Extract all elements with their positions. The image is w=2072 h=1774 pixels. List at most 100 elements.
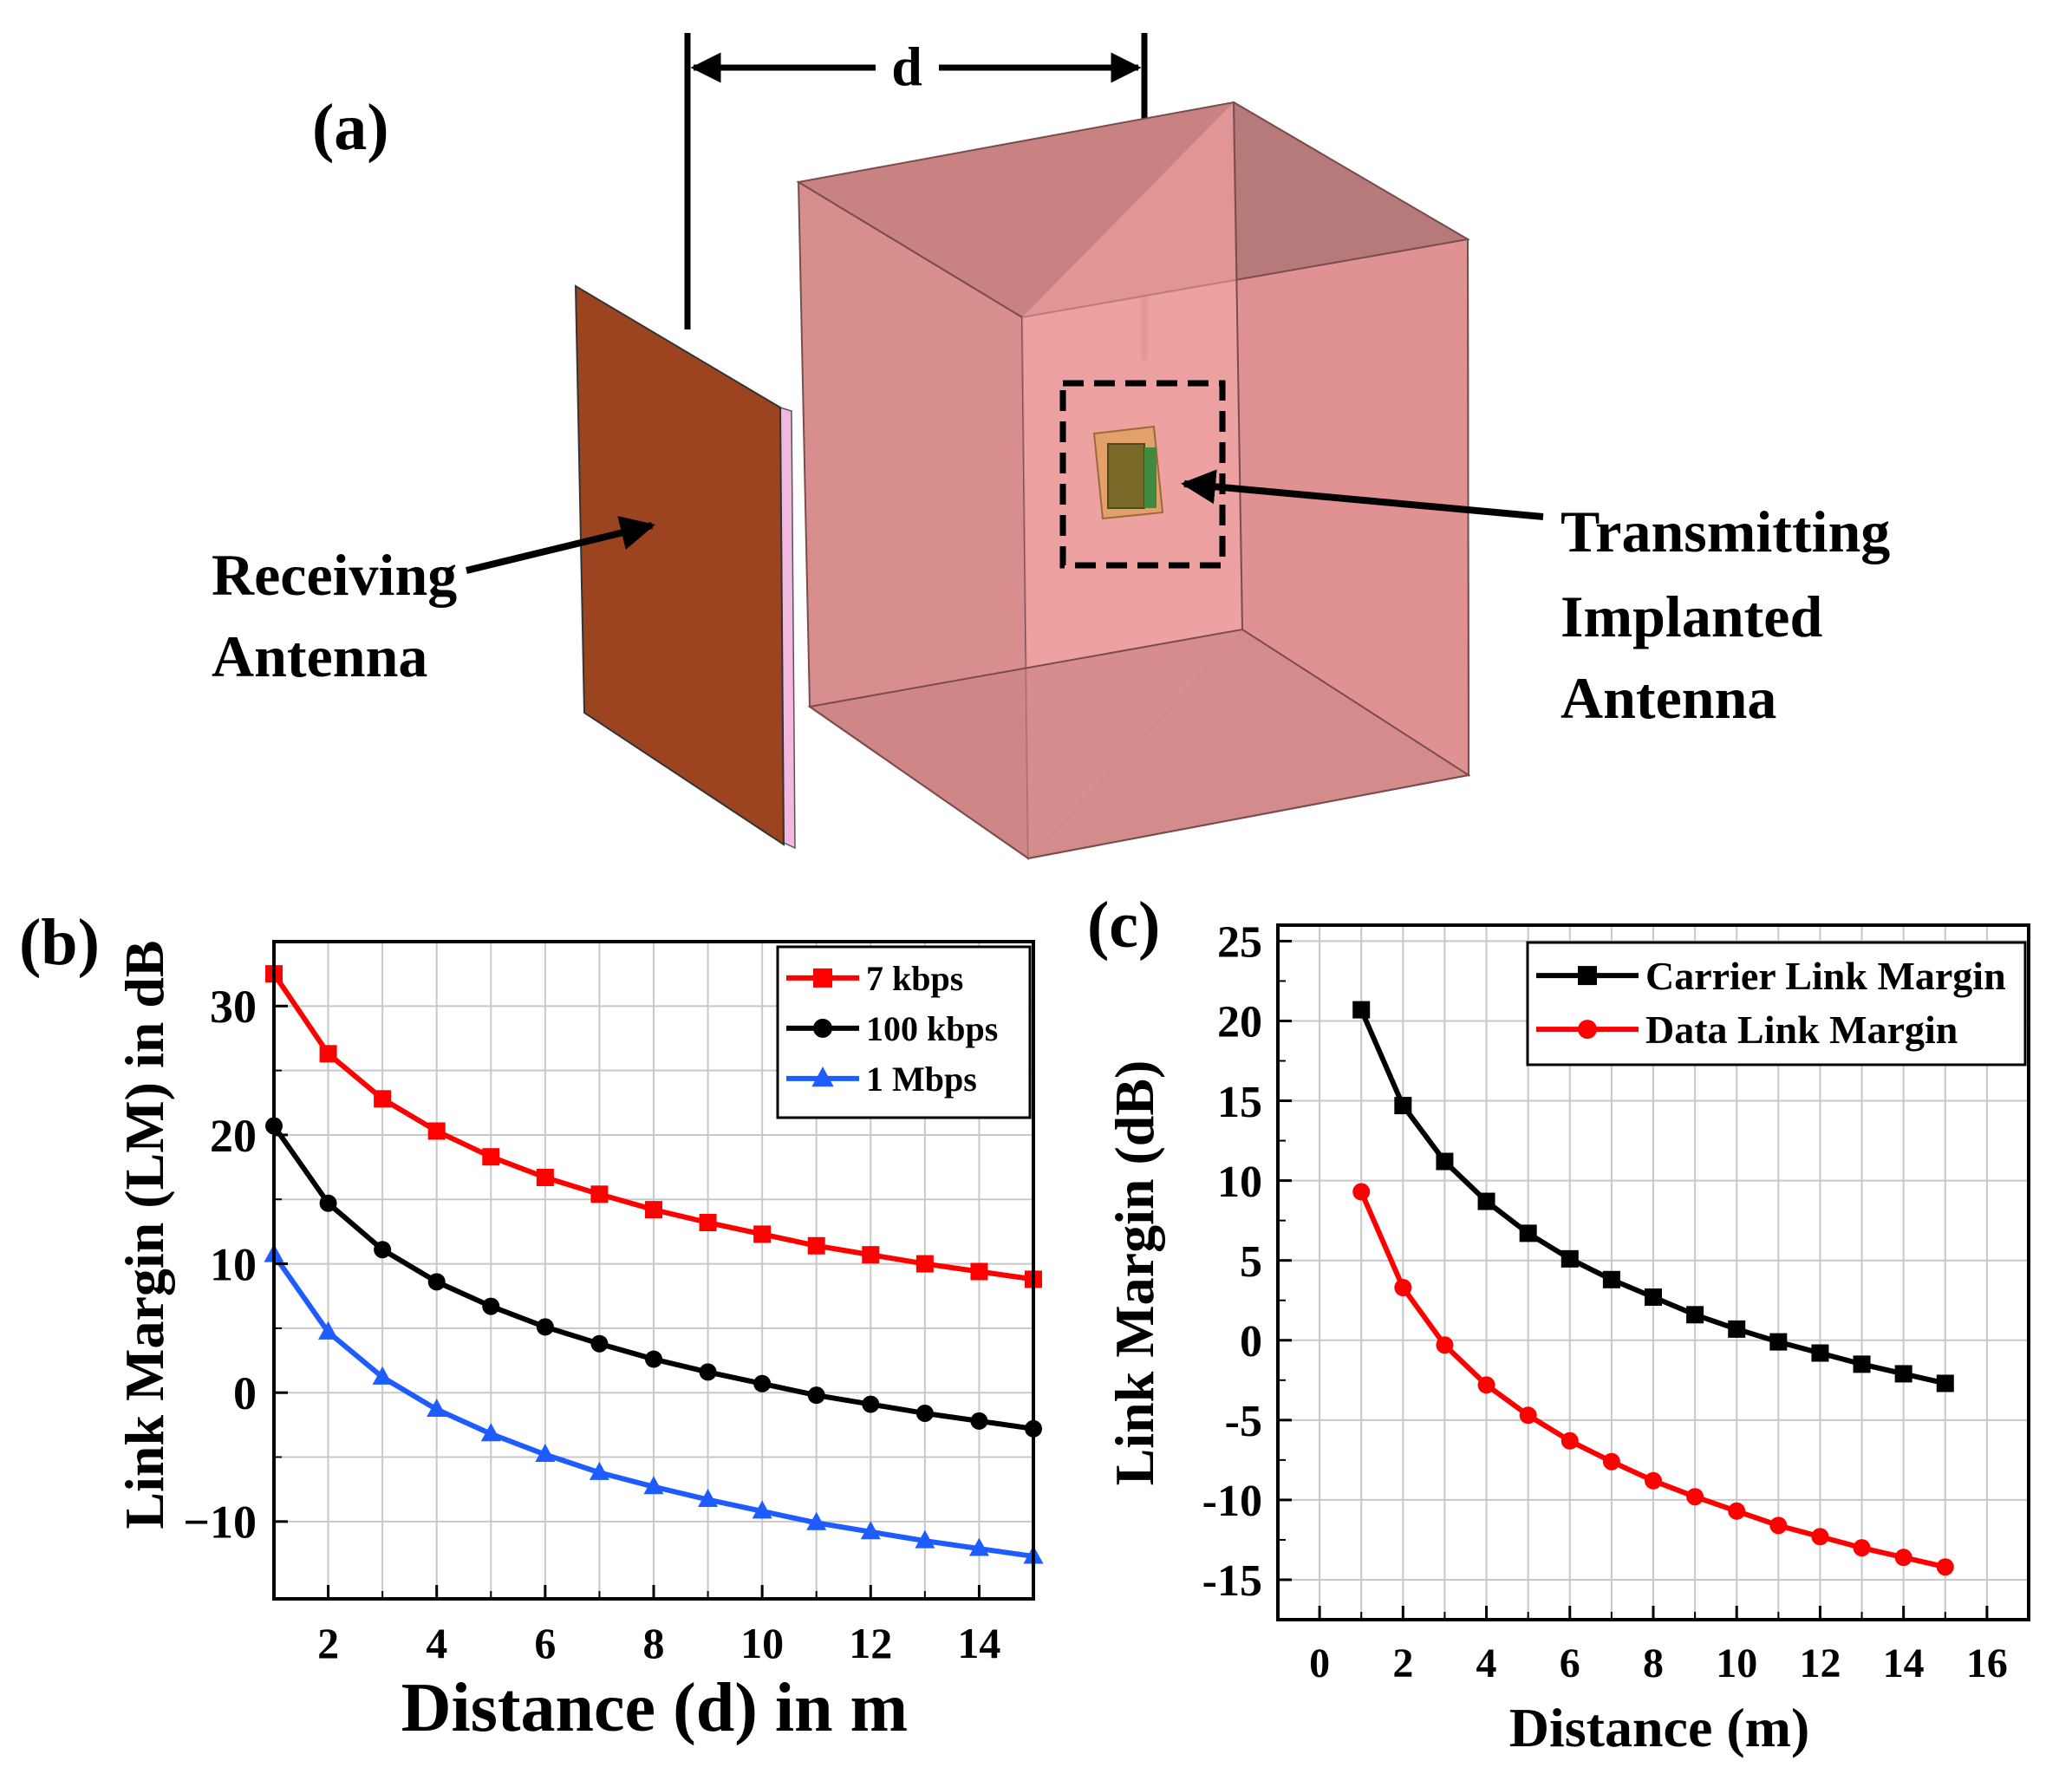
data-point bbox=[1519, 1224, 1537, 1242]
legend-marker bbox=[813, 968, 832, 988]
data-point bbox=[1936, 1374, 1954, 1392]
data-point bbox=[806, 1511, 827, 1530]
y-tick-label: 10 bbox=[210, 1238, 257, 1290]
data-point bbox=[1853, 1539, 1871, 1557]
y-tick-label: 5 bbox=[1240, 1237, 1262, 1287]
legend-label: 100 kbps bbox=[866, 1009, 998, 1048]
data-point bbox=[915, 1255, 934, 1273]
data-point bbox=[753, 1225, 772, 1243]
data-point bbox=[807, 1386, 825, 1405]
data-point bbox=[590, 1334, 609, 1353]
x-tick-label: 16 bbox=[1966, 1640, 2008, 1686]
data-point bbox=[970, 1262, 988, 1281]
data-point bbox=[482, 1148, 500, 1166]
data-point bbox=[1686, 1306, 1704, 1324]
y-tick-label: 15 bbox=[1217, 1078, 1262, 1127]
panel-c-legend: Carrier Link Margin Data Link Margin bbox=[1526, 941, 2027, 1066]
y-tick-label: -15 bbox=[1202, 1556, 1262, 1606]
receiving-label-line1: Receiving bbox=[212, 542, 457, 608]
data-point bbox=[1436, 1152, 1454, 1171]
data-point bbox=[1436, 1336, 1454, 1354]
data-point bbox=[1352, 1001, 1371, 1019]
data-point bbox=[1561, 1249, 1579, 1268]
data-point bbox=[1811, 1344, 1829, 1362]
x-tick-label: 14 bbox=[1883, 1640, 1925, 1686]
receiving-antenna-plate bbox=[574, 284, 785, 846]
data-point bbox=[1394, 1097, 1412, 1115]
data-point bbox=[1602, 1270, 1620, 1288]
panel-b-axes: 2 4 6 8 10 12 14 −10 0 10 20 30 bbox=[183, 940, 1035, 1667]
data-point bbox=[860, 1521, 881, 1540]
data-point bbox=[480, 1423, 501, 1442]
x-tick-label: 12 bbox=[849, 1619, 892, 1667]
receiving-callout-arrow bbox=[466, 516, 655, 574]
data-point bbox=[319, 1045, 337, 1063]
data-point bbox=[1769, 1333, 1788, 1351]
x-tick-label: 10 bbox=[1716, 1640, 1757, 1686]
data-point bbox=[427, 1273, 446, 1291]
legend-marker bbox=[1578, 966, 1597, 986]
data-point bbox=[482, 1297, 500, 1315]
data-point bbox=[970, 1412, 988, 1430]
receiver-top-edge bbox=[576, 283, 792, 411]
x-tick-label: 6 bbox=[1560, 1640, 1580, 1686]
data-point bbox=[535, 1444, 556, 1463]
data-point bbox=[645, 1201, 662, 1219]
data-point bbox=[427, 1399, 447, 1418]
tissue-box-bottom bbox=[807, 628, 1471, 860]
data-point bbox=[698, 1489, 719, 1508]
y-tick-label: 0 bbox=[1240, 1317, 1262, 1366]
data-point bbox=[1602, 1452, 1620, 1471]
panel-a-label: (a) bbox=[312, 91, 389, 164]
receiving-label-line2: Antenna bbox=[212, 623, 427, 689]
data-point bbox=[643, 1476, 664, 1495]
legend-marker bbox=[1578, 1020, 1597, 1040]
transmitting-label-line2: Implanted bbox=[1561, 584, 1822, 649]
y-tick-label: -5 bbox=[1225, 1397, 1262, 1446]
tissue-box bbox=[796, 101, 1471, 860]
data-point bbox=[753, 1374, 772, 1392]
data-point bbox=[1728, 1502, 1746, 1520]
x-tick-label: 4 bbox=[426, 1619, 447, 1667]
legend-label: 7 kbps bbox=[866, 959, 963, 998]
data-point bbox=[1769, 1516, 1788, 1535]
y-tick-label: 10 bbox=[1217, 1158, 1262, 1207]
data-point bbox=[1686, 1488, 1704, 1506]
tissue-box-edge bbox=[1233, 101, 1243, 630]
data-point bbox=[645, 1350, 662, 1368]
data-point bbox=[1352, 1183, 1371, 1201]
legend-marker bbox=[811, 1066, 834, 1087]
panel-c-ylabel: Link Margin (dB) bbox=[1104, 1060, 1165, 1486]
data-point bbox=[915, 1404, 934, 1422]
data-point bbox=[1561, 1432, 1579, 1450]
legend-marker bbox=[813, 1018, 832, 1038]
x-tick-label: 6 bbox=[534, 1619, 556, 1667]
panel-b-chart: (b) 2 4 6 8 10 12 14 −10 0 10 20 30 Distance (d) in… bbox=[19, 906, 1044, 1746]
data-point bbox=[374, 1241, 392, 1259]
y-tick-label: 0 bbox=[233, 1367, 257, 1419]
transmitting-callout-arrow bbox=[1181, 469, 1544, 520]
data-point bbox=[1853, 1355, 1871, 1373]
panel-b-xlabel: Distance (d) in m bbox=[401, 1670, 908, 1746]
panel-c-series bbox=[1352, 1001, 1954, 1576]
distance-label: d bbox=[891, 36, 922, 97]
panel-c-axes: 0 2 4 6 8 10 12 14 16 -15 -10 -5 0 5 10 15 20 25 bbox=[1202, 918, 2030, 1686]
y-tick-label: −10 bbox=[183, 1497, 257, 1549]
data-point bbox=[1394, 1278, 1412, 1296]
panel-c-label: (c) bbox=[1087, 889, 1160, 962]
y-tick-label: 20 bbox=[210, 1110, 257, 1162]
x-tick-label: 2 bbox=[317, 1619, 339, 1667]
y-tick-label: 20 bbox=[1217, 998, 1262, 1047]
data-point bbox=[1477, 1192, 1495, 1210]
legend-box bbox=[1526, 941, 2027, 1066]
y-tick-label: -10 bbox=[1202, 1477, 1262, 1526]
data-point bbox=[590, 1185, 609, 1203]
data-point bbox=[1894, 1365, 1912, 1383]
data-point bbox=[1936, 1558, 1954, 1576]
data-point bbox=[1645, 1288, 1662, 1307]
data-point bbox=[1894, 1549, 1912, 1567]
implanted-antenna bbox=[1092, 425, 1164, 520]
data-point bbox=[536, 1318, 554, 1336]
data-point bbox=[536, 1168, 554, 1186]
